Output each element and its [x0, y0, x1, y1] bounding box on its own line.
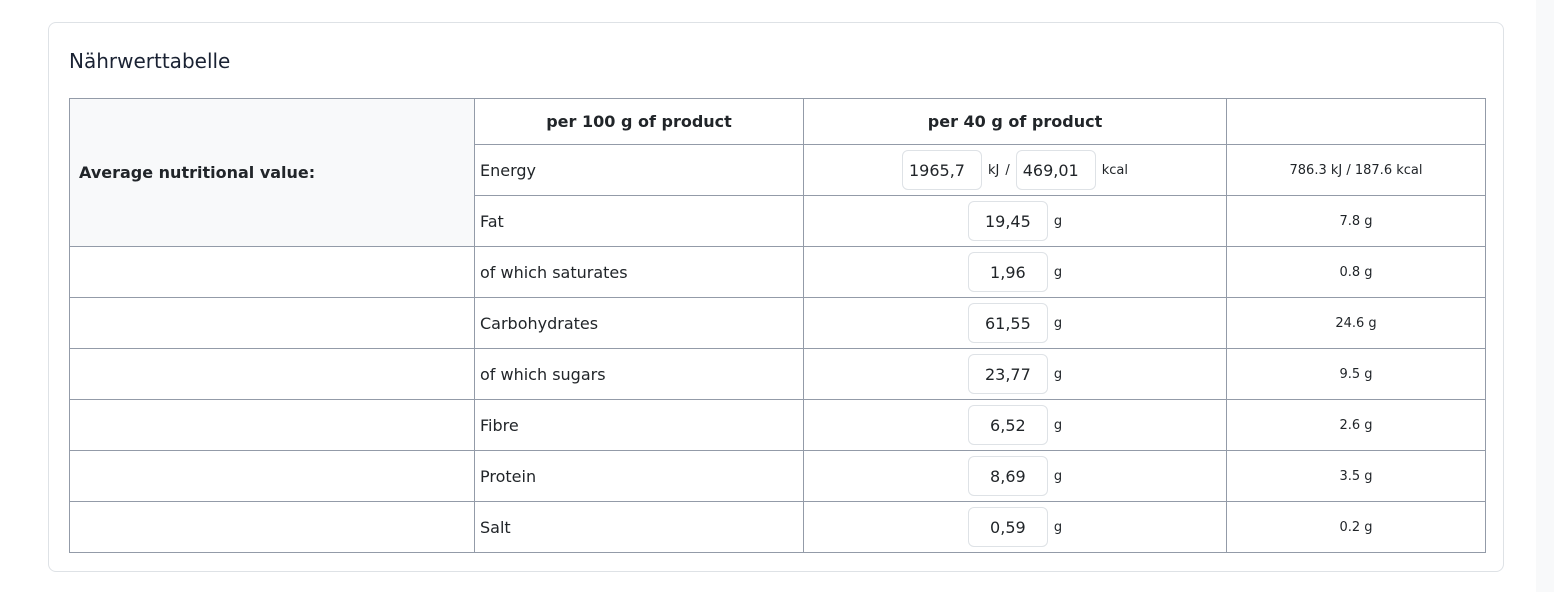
saturates-input[interactable] [967, 252, 1048, 292]
column-header-per-portion: per 40 g of product [803, 98, 1227, 145]
saturates-calculated-value: 0.8 g [1226, 246, 1486, 298]
salt-unit: g [1053, 519, 1063, 535]
sugars-unit: g [1053, 366, 1063, 382]
fibre-calculated-value: 2.6 g [1226, 399, 1486, 451]
table-header-row: Average nutritional value: per 100 g of … [69, 98, 1486, 247]
sugars-calculated-value: 9.5 g [1226, 348, 1486, 400]
carbohydrates-calculated-value: 24.6 g [1226, 297, 1486, 349]
row-label-fibre: Fibre [474, 399, 804, 451]
energy-kcal-input[interactable] [1015, 150, 1096, 190]
fibre-input[interactable] [967, 405, 1048, 445]
fat-input-cell: g [803, 195, 1227, 247]
row-label-carbohydrates: Carbohydrates [474, 297, 804, 349]
carbohydrates-input-cell: g [803, 297, 1227, 349]
table-row-carbohydrates: Carbohydrates g 24.6 g [69, 297, 1486, 349]
table-row-energy: Energy kJ / kcal 786.3 kJ / 187.6 kcal [70, 144, 1486, 196]
saturates-unit: g [1053, 264, 1063, 280]
fat-unit: g [1053, 213, 1063, 229]
nutrition-table: Average nutritional value: per 100 g of … [69, 98, 1486, 553]
carbohydrates-input[interactable] [967, 303, 1048, 343]
salt-calculated-value: 0.2 g [1226, 501, 1486, 553]
empty-label-cell [69, 501, 475, 553]
salt-input-cell: g [803, 501, 1227, 553]
table-row-saturates: of which saturates g 0.8 g [69, 246, 1486, 298]
table-row-fibre: Fibre g 2.6 g [69, 399, 1486, 451]
protein-input-cell: g [803, 450, 1227, 502]
energy-calculated-value: 786.3 kJ / 187.6 kcal [1226, 144, 1486, 196]
row-label-protein: Protein [474, 450, 804, 502]
row-label-saturates: of which saturates [474, 246, 804, 298]
table-row-fat: Fat g 7.8 g [70, 195, 1486, 247]
sugars-input[interactable] [967, 354, 1048, 394]
empty-label-cell [69, 348, 475, 400]
protein-unit: g [1053, 468, 1063, 484]
saturates-input-cell: g [803, 246, 1227, 298]
table-row-protein: Protein g 3.5 g [69, 450, 1486, 502]
sugars-input-cell: g [803, 348, 1227, 400]
column-header-per-100g: per 100 g of product [474, 98, 804, 145]
energy-kj-unit: kJ [987, 162, 1000, 178]
energy-kj-input[interactable] [901, 150, 982, 190]
card-title: Nährwerttabelle [69, 49, 231, 73]
empty-label-cell [69, 399, 475, 451]
row-label-sugars: of which sugars [474, 348, 804, 400]
empty-label-cell [69, 246, 475, 298]
empty-label-cell [69, 450, 475, 502]
energy-kcal-unit: kcal [1101, 162, 1129, 178]
energy-input-cell: kJ / kcal [803, 144, 1227, 196]
fibre-unit: g [1053, 417, 1063, 433]
nutrition-card: Nährwerttabelle Average nutritional valu… [48, 22, 1504, 572]
row-label-fat: Fat [474, 195, 804, 247]
fibre-input-cell: g [803, 399, 1227, 451]
carbohydrates-unit: g [1053, 315, 1063, 331]
empty-label-cell [69, 297, 475, 349]
table-row-salt: Salt g 0.2 g [69, 501, 1486, 553]
row-label-energy: Energy [474, 144, 804, 196]
fat-input[interactable] [967, 201, 1048, 241]
protein-calculated-value: 3.5 g [1226, 450, 1486, 502]
table-row-sugars: of which sugars g 9.5 g [69, 348, 1486, 400]
energy-separator: / [1005, 162, 1010, 178]
salt-input[interactable] [967, 507, 1048, 547]
average-nutritional-value-label: Average nutritional value: [69, 98, 475, 247]
row-label-salt: Salt [474, 501, 804, 553]
fat-calculated-value: 7.8 g [1226, 195, 1486, 247]
column-header-calculated [1226, 98, 1486, 145]
protein-input[interactable] [967, 456, 1048, 496]
